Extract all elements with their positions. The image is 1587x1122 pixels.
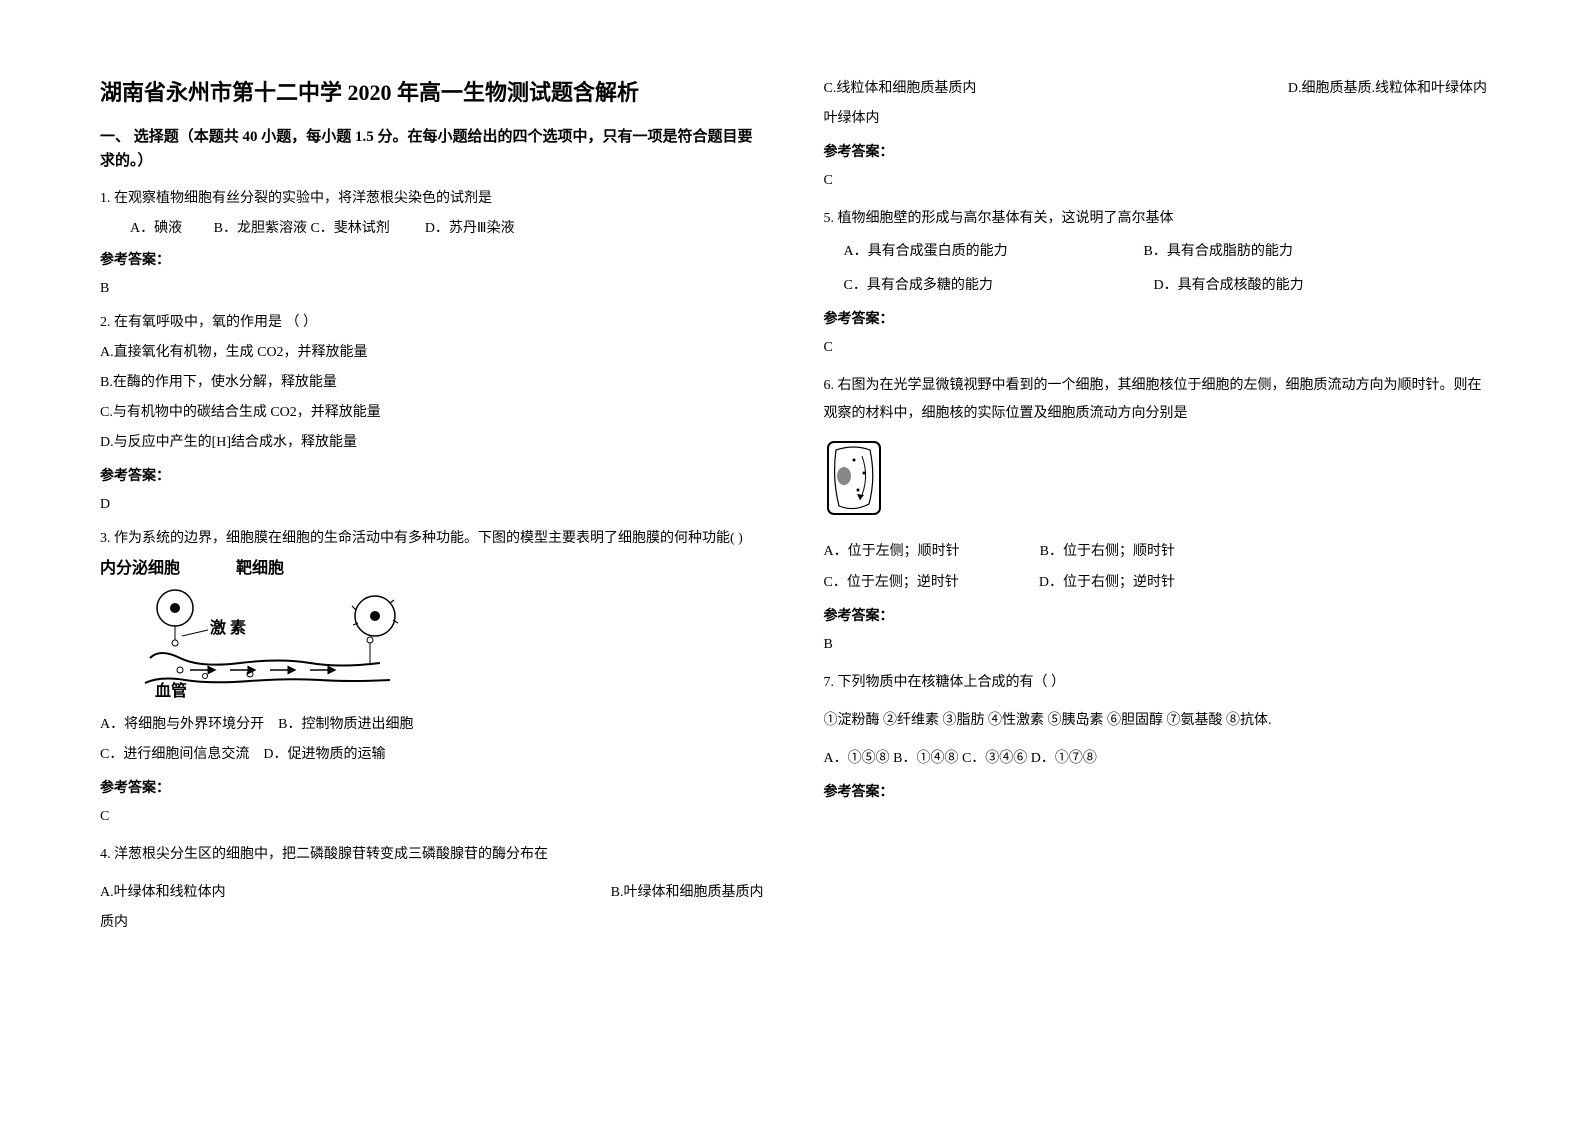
q2-optB: B.在酶的作用下，使水分解，释放能量 bbox=[100, 369, 764, 397]
q2-optA: A.直接氧化有机物，生成 CO2，并释放能量 bbox=[100, 339, 764, 367]
q2-answer-label: 参考答案： bbox=[100, 463, 764, 491]
q5-text: 5. 植物细胞壁的形成与高尔基体有关，这说明了高尔基体 bbox=[824, 205, 1488, 233]
q5-optD: D．具有合成核酸的能力 bbox=[1154, 269, 1304, 303]
q4-optD-cont: 叶绿体内 bbox=[824, 105, 1488, 133]
q3-label1: 内分泌细胞 bbox=[100, 560, 180, 577]
q3-text: 3. 作为系统的边界，细胞膜在细胞的生命活动中有多种功能。下图的模型主要表明了细… bbox=[100, 525, 764, 553]
q2-answer: D bbox=[100, 491, 764, 519]
q5-opts-row2: C．具有合成多糖的能力 D．具有合成核酸的能力 bbox=[844, 269, 1488, 303]
q3-answer-label: 参考答案： bbox=[100, 775, 764, 803]
q5-optA: A．具有合成蛋白质的能力 bbox=[844, 235, 1144, 269]
q1-optD: D．苏丹Ⅲ染液 bbox=[425, 221, 515, 236]
q6-diagram bbox=[824, 438, 1488, 523]
q2-text: 2. 在有氧呼吸中，氧的作用是 （ ） bbox=[100, 309, 764, 337]
q4-optB: B.叶绿体和细胞质基质内 bbox=[611, 879, 764, 907]
q4-optA: A.叶绿体和线粒体内 bbox=[100, 879, 226, 907]
q6-optC: C．位于左侧；逆时针 bbox=[824, 568, 959, 599]
svg-text:血管: 血管 bbox=[155, 681, 187, 698]
q1-answer-label: 参考答案： bbox=[100, 247, 764, 275]
q5-answer: C bbox=[824, 334, 1488, 362]
q3-label2: 靶细胞 bbox=[236, 560, 284, 577]
q4-optB-cont: 质内 bbox=[100, 909, 764, 937]
q1-answer: B bbox=[100, 275, 764, 303]
q1-options: A．碘液 B．龙胆紫溶液 C．斐林试剂 D．苏丹Ⅲ染液 bbox=[130, 215, 764, 243]
document-title: 湖南省永州市第十二中学 2020 年高一生物测试题含解析 bbox=[100, 75, 764, 107]
q6-optB: B．位于右侧；顺时针 bbox=[1040, 537, 1175, 568]
svg-text:激 素: 激 素 bbox=[210, 618, 246, 637]
q3-optB: B．控制物质进出细胞 bbox=[278, 717, 413, 732]
q5-optC: C．具有合成多糖的能力 bbox=[844, 269, 1154, 303]
right-column: C.线粒体和细胞质基质内 D.细胞质基质.线粒体和叶绿体内 叶绿体内 参考答案：… bbox=[824, 75, 1488, 1047]
q1-text: 1. 在观察植物细胞有丝分裂的实验中，将洋葱根尖染色的试剂是 bbox=[100, 185, 764, 213]
q2-optD: D.与反应中产生的[H]结合成水，释放能量 bbox=[100, 429, 764, 457]
q6-opts-row1: A．位于左侧；顺时针 B．位于右侧；顺时针 bbox=[824, 537, 1488, 568]
section-header: 一、 选择题（本题共 40 小题，每小题 1.5 分。在每小题给出的四个选项中，… bbox=[100, 125, 764, 173]
q4-answer-label: 参考答案： bbox=[824, 139, 1488, 167]
q6-answer: B bbox=[824, 631, 1488, 659]
q4-optD: D.细胞质基质.线粒体和叶绿体内 bbox=[1288, 75, 1487, 103]
q3-opts-row1: A．将细胞与外界环境分开 B．控制物质进出细胞 bbox=[100, 711, 764, 739]
q7-items: ①淀粉酶 ②纤维素 ③脂肪 ④性激素 ⑤胰岛素 ⑥胆固醇 ⑦氨基酸 ⑧抗体. bbox=[824, 707, 1488, 735]
q5-opts-row1: A．具有合成蛋白质的能力 B．具有合成脂肪的能力 bbox=[844, 235, 1488, 269]
q2-optC: C.与有机物中的碳结合生成 CO2，并释放能量 bbox=[100, 399, 764, 427]
q3-optA: A．将细胞与外界环境分开 bbox=[100, 717, 264, 732]
q6-optD: D．位于右侧；逆时针 bbox=[1039, 568, 1175, 599]
q7-text: 7. 下列物质中在核糖体上合成的有（ ） bbox=[824, 669, 1488, 697]
q4-opts-row2: C.线粒体和细胞质基质内 D.细胞质基质.线粒体和叶绿体内 bbox=[824, 75, 1488, 103]
q3-diagram-top-labels: 内分泌细胞 靶细胞 bbox=[100, 555, 764, 584]
q1-optB: B．龙胆紫溶液 bbox=[214, 221, 307, 236]
q5-optB: B．具有合成脂肪的能力 bbox=[1144, 235, 1293, 269]
q6-answer-label: 参考答案： bbox=[824, 603, 1488, 631]
q6-opts-row2: C．位于左侧；逆时针 D．位于右侧；逆时针 bbox=[824, 568, 1488, 599]
q6-optA: A．位于左侧；顺时针 bbox=[824, 537, 960, 568]
left-column: 湖南省永州市第十二中学 2020 年高一生物测试题含解析 一、 选择题（本题共 … bbox=[100, 75, 764, 1047]
q3-optC: C．进行细胞间信息交流 bbox=[100, 747, 249, 762]
q1-optC: C．斐林试剂 bbox=[310, 221, 389, 236]
q3-answer: C bbox=[100, 803, 764, 831]
q6-text: 6. 右图为在光学显微镜视野中看到的一个细胞，其细胞核位于细胞的左侧，细胞质流动… bbox=[824, 372, 1488, 428]
q1-optA: A．碘液 bbox=[130, 221, 182, 236]
q7-answer-label: 参考答案： bbox=[824, 779, 1488, 807]
q5-answer-label: 参考答案： bbox=[824, 306, 1488, 334]
q3-diagram: 激 素 血管 bbox=[130, 588, 764, 703]
q4-text: 4. 洋葱根尖分生区的细胞中，把二磷酸腺苷转变成三磷酸腺苷的酶分布在 bbox=[100, 841, 764, 869]
q3-opts-row2: C．进行细胞间信息交流 D．促进物质的运输 bbox=[100, 741, 764, 769]
q4-opts-row1: A.叶绿体和线粒体内 B.叶绿体和细胞质基质内 bbox=[100, 879, 764, 907]
q4-answer: C bbox=[824, 167, 1488, 195]
q4-optC: C.线粒体和细胞质基质内 bbox=[824, 75, 977, 103]
q3-optD: D．促进物质的运输 bbox=[263, 747, 385, 762]
q7-opts: A．①⑤⑧ B．①④⑧ C．③④⑥ D．①⑦⑧ bbox=[824, 745, 1488, 773]
